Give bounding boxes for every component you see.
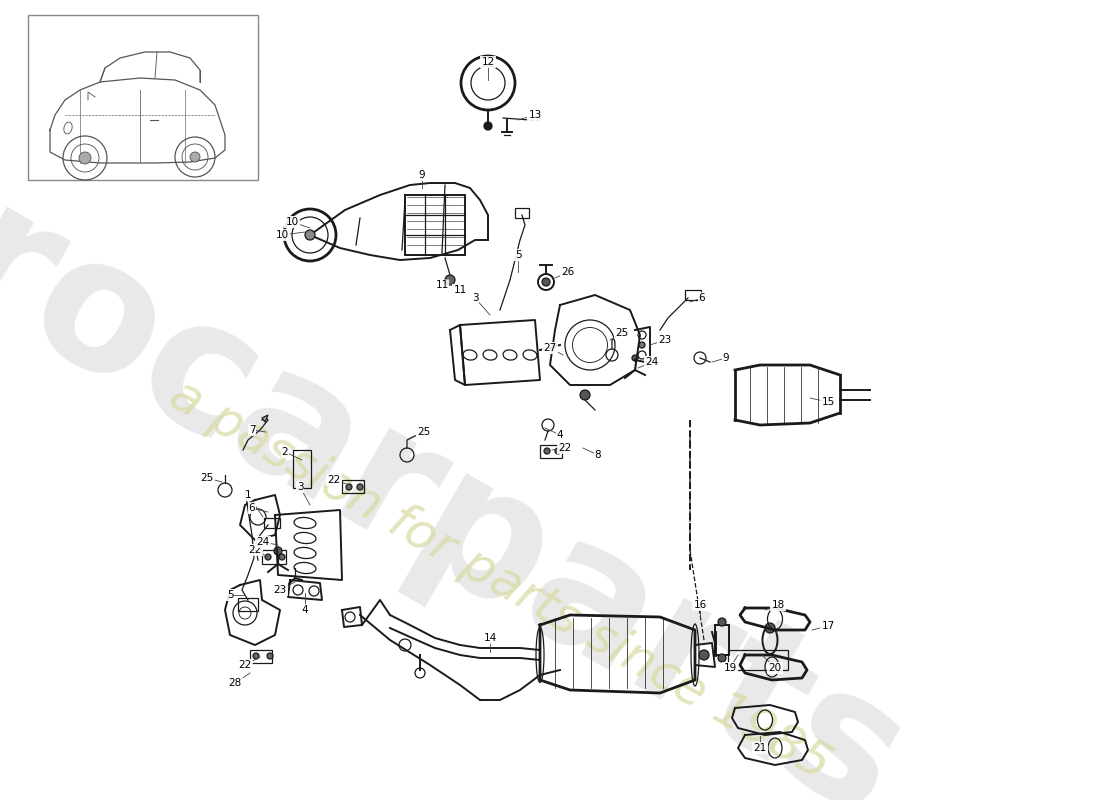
Circle shape [580,390,590,400]
Text: 6: 6 [249,503,255,513]
Bar [293,450,311,488]
Text: 2: 2 [282,447,288,457]
Text: 14: 14 [483,633,496,643]
Bar [250,650,272,663]
Bar [28,15,258,180]
Circle shape [639,342,645,348]
Circle shape [764,623,776,633]
Text: 18: 18 [771,600,784,610]
Circle shape [632,355,638,361]
Text: 3: 3 [472,293,478,303]
Text: 21: 21 [754,743,767,753]
Text: 28: 28 [229,678,242,688]
Text: 27: 27 [543,343,557,353]
Circle shape [718,618,726,626]
Circle shape [346,484,352,490]
Text: 26: 26 [561,267,574,277]
Bar [728,650,788,670]
Text: 25: 25 [417,427,430,437]
Circle shape [265,554,271,560]
Circle shape [542,278,550,286]
Text: 17: 17 [822,621,835,631]
Bar [262,550,286,564]
Circle shape [698,650,710,660]
Bar [685,290,701,300]
Text: 5: 5 [515,250,521,260]
Text: 8: 8 [595,450,602,460]
Text: 22: 22 [249,545,262,555]
Text: 22: 22 [559,443,572,453]
Text: eurocarparts: eurocarparts [0,45,934,800]
Text: 4: 4 [301,605,308,615]
Text: 11: 11 [436,280,449,290]
Text: 7: 7 [249,425,255,435]
Circle shape [190,152,200,162]
Bar [342,480,364,493]
Text: 25: 25 [615,328,628,338]
Text: 16: 16 [693,600,706,610]
Circle shape [544,448,550,454]
Text: 15: 15 [822,397,835,407]
Text: 9: 9 [419,170,426,180]
Text: 12: 12 [482,57,495,67]
Text: 22: 22 [328,475,341,485]
Circle shape [556,448,561,454]
Text: 22: 22 [239,660,252,670]
Text: 3: 3 [297,482,304,492]
Text: 24: 24 [256,537,270,547]
Circle shape [279,554,285,560]
Circle shape [305,230,315,240]
Text: 6: 6 [698,293,705,303]
Text: 25: 25 [200,473,213,483]
Bar [540,445,562,458]
Circle shape [358,484,363,490]
Text: 10: 10 [285,217,298,227]
Text: 11: 11 [453,285,466,295]
Text: 23: 23 [659,335,672,345]
Text: a passion for parts since 1985: a passion for parts since 1985 [161,370,839,790]
Text: 24: 24 [646,357,659,367]
Text: 10: 10 [275,230,288,240]
Bar [715,625,729,655]
Circle shape [446,275,455,285]
Text: 13: 13 [528,110,541,120]
Bar [405,195,465,255]
Circle shape [484,122,492,130]
Circle shape [267,653,273,659]
Text: 13: 13 [528,113,541,123]
Bar [238,598,258,611]
Circle shape [253,653,258,659]
Text: 1: 1 [244,490,251,500]
Text: 20: 20 [769,663,782,673]
Text: 9: 9 [723,353,729,363]
Text: 23: 23 [274,585,287,595]
Text: 5: 5 [227,590,233,600]
Polygon shape [262,415,268,422]
Circle shape [274,547,282,555]
Circle shape [718,654,726,662]
Text: 19: 19 [724,663,737,673]
Circle shape [79,152,91,164]
Bar [264,518,280,528]
Text: 4: 4 [557,430,563,440]
Bar [515,208,529,218]
